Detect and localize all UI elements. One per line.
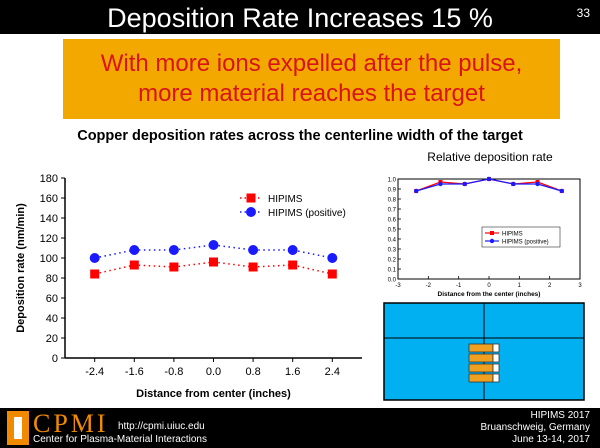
inset-point-hipims-positive [486, 176, 492, 182]
data-point-hipims-positive [287, 245, 298, 255]
data-point-hipims [248, 262, 258, 272]
inset-point-hipims-positive [511, 181, 516, 187]
y-tick-label: 20 [46, 333, 58, 345]
x-tick-label: -2.4 [85, 366, 104, 378]
legend-marker [246, 193, 256, 203]
conference-location: Bruanschweig, Germany [480, 422, 591, 433]
inset-chart: 0.0 0.1 0.2 0.3 0.4 0.5 0.6 0.7 0.8 0.9 1.0 -3 -2 -1 0… [388, 176, 582, 298]
x-axis-label: Distance from center (inches) [136, 388, 291, 400]
chart-subtitle: Copper deposition rates across the cente… [77, 128, 523, 144]
magnet-block-1 [468, 343, 494, 353]
inset-legend-label: HIPIMS (positive) [502, 240, 549, 246]
data-point-hipims [90, 269, 100, 279]
magnet-block-4 [468, 373, 494, 383]
y-tick-label: 40 [46, 313, 58, 325]
data-point-hipims [327, 269, 337, 279]
data-point-hipims-positive [327, 253, 338, 263]
slide-title: Deposition Rate Increases 15 % [107, 3, 493, 33]
y-tick-label: 180 [40, 173, 58, 185]
inset-x-axis-label: Distance from the center (inches) [438, 291, 541, 298]
callout-box: With more ions expelled after the pulse,… [63, 39, 560, 119]
y-tick-label: 100 [40, 253, 58, 265]
data-point-hipims-positive [89, 253, 100, 263]
inset-y-tick-label: 1.0 [388, 178, 397, 184]
inset-y-tick-label: 0.3 [388, 248, 397, 254]
data-point-hipims-positive [168, 245, 179, 255]
data-point-hipims-positive [208, 240, 219, 250]
inset-x-tick-label: -3 [395, 283, 401, 289]
x-tick-label: 0.0 [206, 366, 221, 378]
legend-marker [246, 207, 256, 217]
y-tick-label: 120 [40, 233, 58, 245]
inset-y-tick-label: 0.5 [388, 228, 397, 234]
magnet-end-4 [492, 373, 500, 383]
magnet-block-3 [468, 363, 494, 373]
magnet-end-1 [492, 343, 500, 353]
data-point-hipims [288, 260, 298, 270]
inset-y-tick-label: 0.6 [388, 218, 397, 224]
data-point-hipims-positive [248, 245, 259, 255]
footer-conference: HIPIMS 2017 Bruanschweig, Germany June 1… [481, 410, 591, 446]
inset-y-tick-label: 0.2 [388, 258, 397, 264]
footer-center-name: Center for Plasma-Material Interactions [33, 434, 207, 445]
x-tick-label: 2.4 [325, 366, 340, 378]
y-axis-label: Deposition rate (nm/min) [15, 203, 27, 333]
x-tick-label: 1.6 [285, 366, 300, 378]
inset-y-tick-label: 0.0 [388, 278, 397, 284]
legend: HIPIMS HIPIMS (positive) [240, 193, 346, 219]
inset-point-hipims-positive [438, 181, 443, 187]
inset-point-hipims-positive [462, 181, 467, 187]
title-bar [0, 0, 600, 34]
y-tick-label: 80 [46, 273, 58, 285]
y-tick-label: 140 [40, 213, 58, 225]
inset-y-tick-label: 0.9 [388, 188, 397, 194]
inset-x-tick-label: -2 [426, 283, 432, 289]
inset-x-tick-label: 2 [548, 283, 552, 289]
inset-point-hipims-positive [559, 188, 564, 194]
inset-x-tick-label: -1 [456, 283, 462, 289]
inset-legend-box [481, 226, 561, 248]
magnet-end-3 [492, 363, 500, 373]
inset-legend: HIPIMS HIPIMS (positive) [481, 226, 561, 248]
magnet-block-2 [468, 353, 494, 363]
inset-x-tick-label: 1 [518, 283, 522, 289]
x-tick-label: -1.6 [125, 366, 144, 378]
footer-bar [0, 408, 600, 448]
inset-x-tick-label: 3 [578, 283, 582, 289]
inset-point-hipims-positive [535, 181, 540, 187]
inset-legend-marker [490, 231, 494, 235]
inset-y-tick-label: 0.4 [388, 238, 397, 244]
inset-chart-title: Relative deposition rate [427, 150, 553, 164]
inset-point-hipims-positive [414, 188, 419, 194]
y-tick-label: 60 [46, 293, 58, 305]
data-point-hipims-positive [129, 245, 140, 255]
conference-date: June 13-14, 2017 [512, 434, 590, 445]
conference-name: HIPIMS 2017 [530, 410, 590, 421]
data-point-hipims [169, 262, 179, 272]
inset-y-tick-label: 0.8 [388, 198, 397, 204]
legend-label: HIPIMS [268, 194, 303, 205]
magnet-end-2 [492, 353, 500, 363]
inset-y-tick-label: 0.1 [388, 268, 397, 274]
main-chart: 0 20 40 60 80 100 120 140 160 180 -2.4 -1.6 -0.8 0.0 0… [15, 173, 362, 400]
data-point-hipims [129, 260, 139, 270]
y-tick-label: 0 [52, 353, 58, 365]
cpmi-logo: CPMI [33, 409, 109, 438]
legend-label: HIPIMS (positive) [268, 208, 346, 219]
illinois-logo-icon [7, 411, 29, 445]
x-tick-label: -0.8 [164, 366, 183, 378]
target-diagram [383, 302, 585, 401]
footer-url[interactable]: http://cpmi.uiuc.edu [118, 421, 205, 432]
inset-y-tick-label: 0.7 [388, 208, 397, 214]
callout-line-1: With more ions expelled after the pulse, [100, 50, 523, 77]
callout-line-2: more material reaches the target [138, 80, 485, 107]
inset-x-tick-label: 0 [487, 283, 491, 289]
inset-legend-label: HIPIMS [502, 232, 523, 238]
x-tick-label: 0.8 [245, 366, 260, 378]
y-tick-label: 160 [40, 193, 58, 205]
inset-legend-marker [489, 238, 495, 244]
data-point-hipims [209, 257, 218, 267]
slide-number: 33 [576, 6, 590, 20]
